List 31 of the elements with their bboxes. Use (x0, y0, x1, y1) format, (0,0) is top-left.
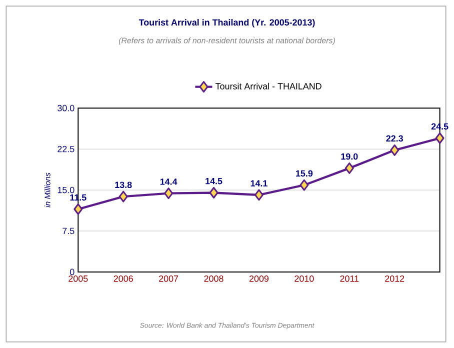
point (390, 144, 400, 156)
x-tick-label: 2005 (68, 275, 88, 282)
data-label: 14.4 (160, 178, 178, 185)
data-label: 14.1 (250, 180, 268, 186)
data-label: 15.9 (296, 170, 313, 177)
point (300, 179, 309, 191)
y-tick-label: 7.5 (62, 228, 74, 234)
data-label: 22.3 (386, 135, 403, 142)
y-tick-label: 0 (70, 268, 74, 276)
data-label: 19.0 (341, 153, 358, 160)
y-tick-label: 30.0 (58, 104, 74, 112)
data-label: 14.5 (206, 178, 222, 184)
x-tick-label: 2006 (114, 275, 133, 282)
point (435, 132, 444, 144)
y-tick-label: 22.5 (58, 146, 74, 152)
x-tick-label: 2010 (294, 275, 314, 282)
x-tick-label: 2009 (249, 275, 269, 282)
x-tick-label: 2007 (159, 275, 178, 282)
x-tick-label: 2012 (385, 275, 404, 282)
point (254, 189, 264, 201)
point (118, 190, 128, 202)
chart-title: Tourist Arrival in Thailand (Yr. 2005-2013) (138, 18, 315, 28)
x-tick-label: 2008 (204, 275, 224, 282)
data-label: 13.8 (115, 182, 132, 188)
point (209, 186, 218, 198)
y-tick-label: 15.0 (58, 186, 74, 194)
x-tick-label: 2011 (340, 275, 359, 282)
point (164, 188, 174, 200)
point (74, 203, 83, 215)
point (344, 162, 354, 174)
legend-label: Toursit Arrival - THAILAND (216, 82, 322, 90)
